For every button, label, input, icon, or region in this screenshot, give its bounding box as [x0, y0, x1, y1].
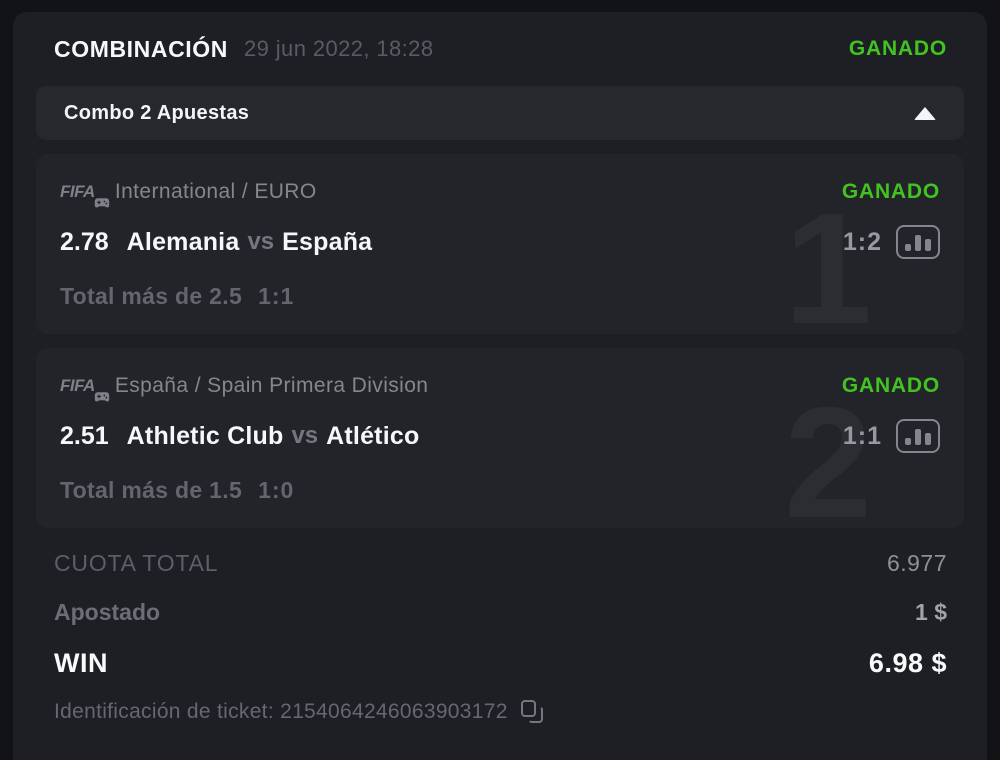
- bet-card-2: 2 FIFA España / Spain Primera Division G…: [36, 348, 964, 528]
- ticket-datetime: 29 jun 2022, 18:28: [243, 36, 434, 61]
- total-odds-row: CUOTA TOTAL 6.977: [54, 550, 947, 577]
- ticket-header: COMBINACIÓN 29 jun 2022, 18:28 GANADO: [13, 12, 987, 86]
- bet-market-row: Total más de 2.5 1:1: [60, 282, 940, 310]
- match-stats-icon[interactable]: [896, 419, 940, 453]
- bet-league-row: FIFA International / EURO GANADO: [60, 176, 940, 208]
- fifa-esports-icon: FIFA: [60, 182, 110, 208]
- total-odds-label: CUOTA TOTAL: [54, 550, 219, 576]
- win-row: WIN 6.98 $: [54, 648, 947, 679]
- ticket-status-badge: GANADO: [848, 37, 947, 60]
- combo-label: Combo 2 Apuestas: [64, 101, 250, 124]
- bet-league-label: International / EURO: [114, 180, 317, 203]
- total-odds-value: 6.977: [886, 550, 947, 576]
- away-team-name: Atlético: [326, 421, 420, 450]
- home-team-name: Alemania: [126, 227, 240, 256]
- vs-label: vs: [291, 422, 319, 449]
- chevron-up-icon[interactable]: [914, 106, 936, 120]
- ticket-type-title: COMBINACIÓN: [54, 35, 228, 62]
- bet-match-row: 2.78 Alemania vs España 1:2: [60, 224, 940, 260]
- bet-market-score: 1:0: [258, 476, 295, 503]
- bet-league-label: España / Spain Primera Division: [114, 374, 429, 397]
- combo-toggle-bar[interactable]: Combo 2 Apuestas: [36, 86, 964, 140]
- bet-market-label: Total más de 2.5: [60, 282, 243, 309]
- bet-status-badge: GANADO: [841, 180, 940, 203]
- bet-market-row: Total más de 1.5 1:0: [60, 476, 940, 504]
- win-value: 6.98 $: [868, 648, 947, 678]
- away-team-name: España: [282, 227, 373, 256]
- ticket-id-row: Identificación de ticket: 21540642460639…: [54, 699, 947, 725]
- stake-label: Apostado: [54, 599, 161, 625]
- bet-status-badge: GANADO: [841, 374, 940, 397]
- win-label: WIN: [54, 648, 108, 678]
- match-score: 1:1: [842, 421, 882, 450]
- ticket-id-value: 2154064246063903172: [280, 700, 508, 723]
- copy-icon[interactable]: [520, 699, 546, 725]
- bet-league-row: FIFA España / Spain Primera Division GAN…: [60, 370, 940, 402]
- bet-index-watermark: 2: [784, 384, 872, 528]
- vs-label: vs: [247, 228, 275, 255]
- ticket-id-label: Identificación de ticket: 21540642460639…: [54, 700, 508, 723]
- ticket-summary: CUOTA TOTAL 6.977 Apostado 1 $ WIN 6.98 …: [13, 528, 987, 725]
- bet-market-label: Total más de 1.5: [60, 476, 243, 503]
- bet-index-watermark: 1: [784, 190, 872, 334]
- home-team-name: Athletic Club: [126, 421, 284, 450]
- bet-ticket-panel: COMBINACIÓN 29 jun 2022, 18:28 GANADO Co…: [13, 12, 987, 760]
- bet-match-row: 2.51 Athletic Club vs Atlético 1:1: [60, 418, 940, 454]
- fifa-esports-icon: FIFA: [60, 376, 110, 402]
- stake-row: Apostado 1 $: [54, 599, 947, 626]
- bet-market-score: 1:1: [258, 282, 295, 309]
- bet-card-1: 1 FIFA International / EURO GANADO 2.78 …: [36, 154, 964, 334]
- stake-value: 1 $: [915, 599, 947, 625]
- bet-odds: 2.51: [60, 421, 109, 450]
- match-stats-icon[interactable]: [896, 225, 940, 259]
- match-score: 1:2: [842, 227, 882, 256]
- bet-odds: 2.78: [60, 227, 109, 256]
